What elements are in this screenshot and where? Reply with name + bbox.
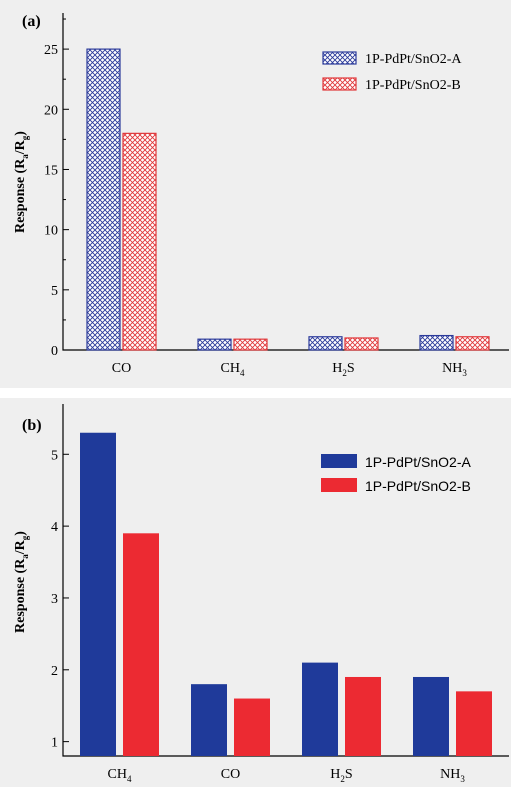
y-tick-label: 25 (44, 43, 58, 58)
panel-letter: (a) (22, 13, 41, 30)
y-tick-label: 3 (51, 592, 58, 607)
bar-nh3-a (413, 676, 449, 756)
panel-a-background (0, 0, 511, 388)
y-tick-label: 4 (51, 520, 58, 535)
bar-ch4-a (197, 338, 232, 351)
y-axis-label: Response (Ra/Rg) (13, 131, 30, 233)
y-tick-label: 0 (51, 344, 58, 359)
bar-nh3-a (419, 334, 454, 351)
legend-label: 1P-PdPt/SnO2-B (365, 478, 471, 494)
x-category-label: CH4 (221, 361, 245, 378)
x-category-label: H2S (332, 361, 354, 378)
chart-panel-b: (b) 1 2 3 4 5 Response (Ra/Rg) CH4 CO H2S NH3 1P-Pd… (13, 404, 509, 784)
y-tick-label: 15 (44, 163, 58, 178)
bar-co-b (122, 132, 157, 351)
bar-h2s-a (302, 662, 338, 756)
bar-nh3-b (456, 691, 492, 756)
bar-h2s-b (345, 676, 381, 756)
bar-co-b (234, 698, 270, 756)
x-category-label: NH3 (440, 767, 465, 784)
y-tick-label: 10 (44, 224, 58, 239)
chart-panel-a: (a) 0 5 10 15 20 25 Response (Ra/Rg) CO CH4 H2S NH3… (13, 13, 509, 378)
y-tick-label: 1 (51, 736, 58, 751)
x-category-label: H2S (330, 767, 352, 784)
y-tick-label: 5 (51, 284, 58, 299)
bar-co-a (86, 48, 121, 351)
legend-label: 1P-PdPt/SnO2-B (365, 78, 461, 93)
panel-letter: (b) (22, 417, 42, 434)
legend-swatch (321, 454, 357, 468)
bar-h2s-a (308, 336, 343, 351)
x-category-label: CO (221, 767, 240, 782)
bar-h2s-b (344, 337, 379, 351)
y-tick-label: 20 (44, 103, 58, 118)
legend-label: 1P-PdPt/SnO2-A (365, 454, 471, 470)
bar-ch4-b (233, 338, 268, 351)
bar-nh3-b (455, 336, 490, 351)
y-tick-label: 5 (51, 448, 58, 463)
x-category-label: NH3 (442, 361, 467, 378)
legend-swatch (322, 77, 357, 91)
legend-swatch (322, 51, 357, 65)
y-axis-label: Response (Ra/Rg) (13, 531, 30, 633)
bar-ch4-b (123, 533, 159, 756)
x-category-label: CO (112, 361, 131, 376)
legend-label: 1P-PdPt/SnO2-A (365, 52, 462, 67)
bar-co-a (191, 684, 227, 756)
bar-ch4-a (80, 432, 116, 756)
legend-swatch (321, 478, 357, 492)
y-tick-label: 2 (51, 664, 58, 679)
x-category-label: CH4 (108, 767, 132, 784)
